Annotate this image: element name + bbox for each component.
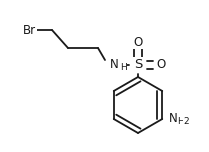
Text: N: N <box>169 112 178 126</box>
Text: H: H <box>120 64 127 73</box>
Text: 2: 2 <box>183 117 189 126</box>
Text: N: N <box>110 59 118 71</box>
Text: S: S <box>134 59 142 71</box>
Text: O: O <box>133 36 143 48</box>
Text: Br: Br <box>22 24 36 36</box>
Text: H: H <box>177 117 184 126</box>
Text: O: O <box>156 59 166 71</box>
